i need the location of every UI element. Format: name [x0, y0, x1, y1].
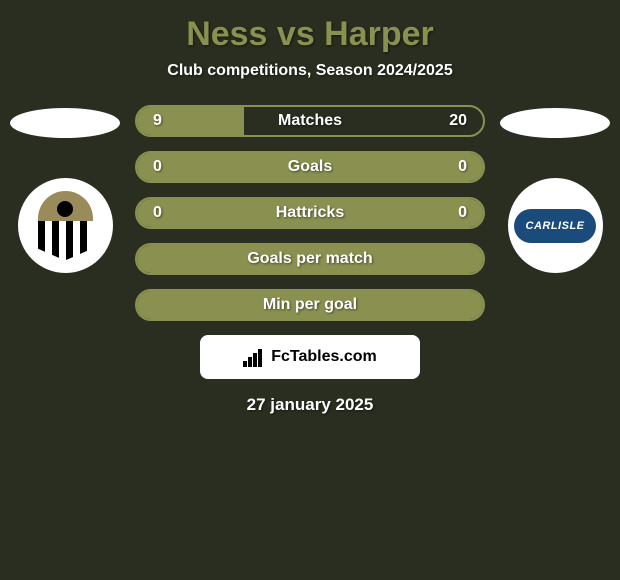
stat-row: Min per goal: [135, 289, 485, 321]
main-content: 9 Matches 20 0 Goals 0 0 Hattricks 0 Goals per ma…: [0, 105, 620, 321]
stat-label: Goals: [288, 158, 332, 176]
right-column: CARLISLE: [495, 105, 615, 273]
subtitle: Club competitions, Season 2024/2025: [167, 62, 452, 80]
stat-left-value: 0: [153, 158, 162, 176]
left-team-badge: [18, 178, 113, 273]
right-ellipse: [500, 108, 610, 138]
right-badge-text: CARLISLE: [514, 209, 596, 243]
stat-row: 9 Matches 20: [135, 105, 485, 137]
stats-column: 9 Matches 20 0 Goals 0 0 Hattricks 0 Goals per ma…: [135, 105, 485, 321]
shield-icon: [38, 191, 93, 261]
stat-row: Goals per match: [135, 243, 485, 275]
stat-label: Hattricks: [276, 204, 344, 222]
stat-right-value: 0: [458, 158, 467, 176]
stat-row: 0 Hattricks 0: [135, 197, 485, 229]
page-title: Ness vs Harper: [186, 15, 434, 54]
left-column: [5, 105, 125, 273]
stat-right-value: 0: [458, 204, 467, 222]
chart-icon: [243, 347, 265, 367]
logo-text: FcTables.com: [271, 348, 377, 366]
stat-label: Matches: [278, 112, 342, 130]
stat-row: 0 Goals 0: [135, 151, 485, 183]
stat-left-value: 0: [153, 204, 162, 222]
right-team-badge: CARLISLE: [508, 178, 603, 273]
logo-box: FcTables.com: [200, 335, 420, 379]
stat-label: Goals per match: [247, 250, 372, 268]
stat-right-value: 20: [449, 112, 467, 130]
stat-label: Min per goal: [263, 296, 357, 314]
left-ellipse: [10, 108, 120, 138]
stat-left-value: 9: [153, 112, 162, 130]
date-text: 27 january 2025: [247, 395, 374, 415]
